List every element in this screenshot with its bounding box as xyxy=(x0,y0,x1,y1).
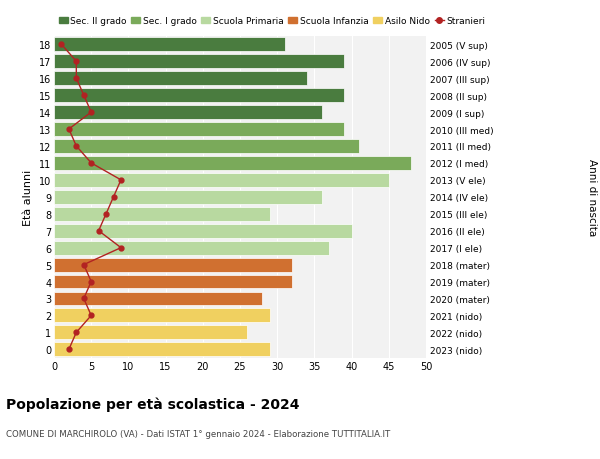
Bar xyxy=(54,224,352,238)
Text: Popolazione per età scolastica - 2024: Popolazione per età scolastica - 2024 xyxy=(6,397,299,412)
Bar xyxy=(54,292,262,306)
Y-axis label: Età alunni: Età alunni xyxy=(23,169,33,225)
Bar xyxy=(54,190,322,204)
Bar xyxy=(54,38,284,52)
Bar xyxy=(54,89,344,103)
Bar xyxy=(54,207,270,221)
Bar xyxy=(54,275,292,289)
Bar xyxy=(54,342,270,357)
Bar xyxy=(54,72,307,86)
Bar xyxy=(54,326,247,340)
Bar xyxy=(54,174,389,187)
Text: COMUNE DI MARCHIROLO (VA) - Dati ISTAT 1° gennaio 2024 - Elaborazione TUTTITALIA: COMUNE DI MARCHIROLO (VA) - Dati ISTAT 1… xyxy=(6,429,390,438)
Bar xyxy=(54,140,359,154)
Bar xyxy=(54,241,329,255)
Bar xyxy=(54,123,344,137)
Bar xyxy=(54,309,270,323)
Bar xyxy=(54,106,322,120)
Bar xyxy=(54,157,411,170)
Bar xyxy=(54,55,344,69)
Text: Anni di nascita: Anni di nascita xyxy=(587,159,597,236)
Legend: Sec. II grado, Sec. I grado, Scuola Primaria, Scuola Infanzia, Asilo Nido, Stran: Sec. II grado, Sec. I grado, Scuola Prim… xyxy=(59,17,485,26)
Bar xyxy=(54,258,292,272)
